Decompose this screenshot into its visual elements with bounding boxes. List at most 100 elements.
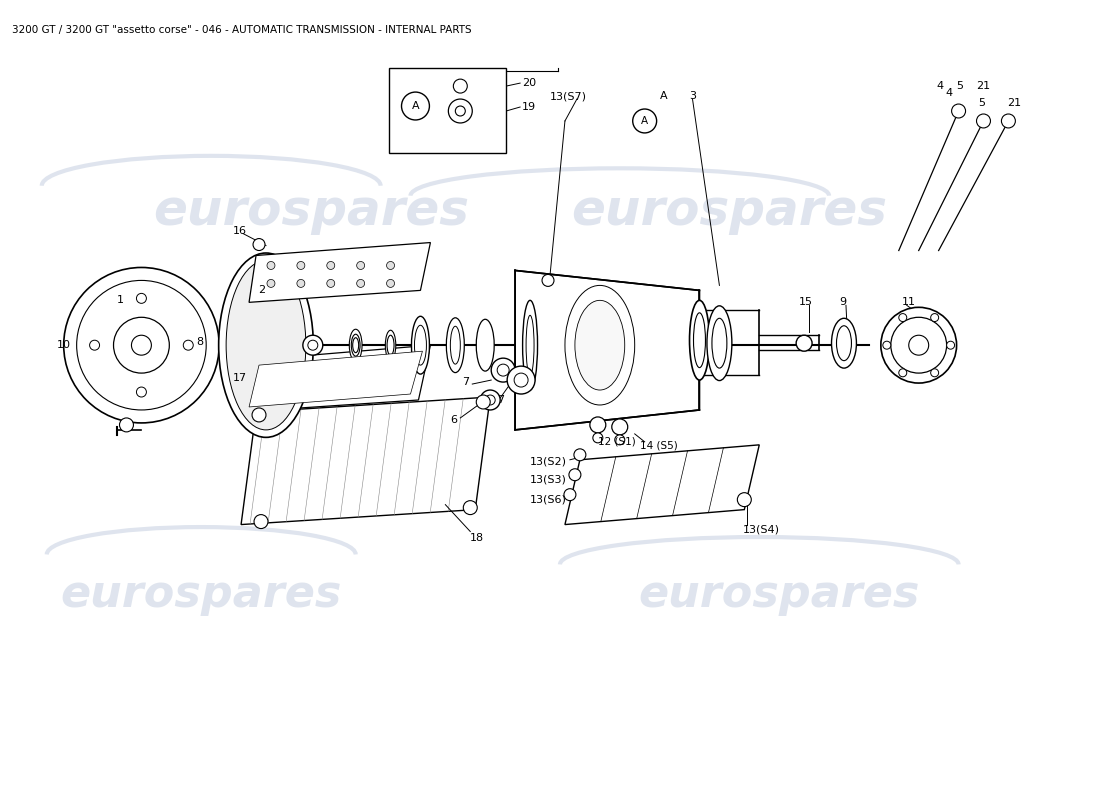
Ellipse shape xyxy=(447,318,464,373)
Circle shape xyxy=(253,238,265,250)
Ellipse shape xyxy=(411,316,429,374)
Circle shape xyxy=(356,262,364,270)
Text: 5: 5 xyxy=(957,81,964,91)
Circle shape xyxy=(569,469,581,481)
Circle shape xyxy=(1001,114,1015,128)
Circle shape xyxy=(267,262,275,270)
Circle shape xyxy=(89,340,100,350)
Polygon shape xyxy=(515,270,700,430)
Text: 9: 9 xyxy=(839,298,846,307)
Text: 13(S3): 13(S3) xyxy=(530,474,566,485)
Ellipse shape xyxy=(526,315,535,375)
Circle shape xyxy=(947,342,955,349)
Text: 6: 6 xyxy=(450,415,458,425)
Ellipse shape xyxy=(415,326,427,365)
Circle shape xyxy=(184,340,194,350)
Ellipse shape xyxy=(832,318,857,368)
Text: 13(S2): 13(S2) xyxy=(530,457,568,466)
Ellipse shape xyxy=(227,261,306,430)
Circle shape xyxy=(737,493,751,506)
Ellipse shape xyxy=(690,300,710,380)
Ellipse shape xyxy=(707,306,732,381)
Text: eurospares: eurospares xyxy=(571,186,888,234)
Text: 4: 4 xyxy=(945,88,953,98)
Ellipse shape xyxy=(693,313,705,368)
Circle shape xyxy=(254,514,268,529)
Circle shape xyxy=(302,335,322,355)
Text: 21: 21 xyxy=(1008,98,1022,108)
Text: 1: 1 xyxy=(117,295,123,306)
Text: 16: 16 xyxy=(233,226,248,235)
Circle shape xyxy=(881,307,957,383)
Circle shape xyxy=(564,489,576,501)
Circle shape xyxy=(132,335,152,355)
Circle shape xyxy=(574,449,586,461)
Circle shape xyxy=(899,314,906,322)
Circle shape xyxy=(77,281,206,410)
Circle shape xyxy=(386,279,395,287)
Circle shape xyxy=(463,501,477,514)
Text: 7: 7 xyxy=(497,395,504,405)
Circle shape xyxy=(308,340,318,350)
Ellipse shape xyxy=(385,330,396,360)
Text: 5: 5 xyxy=(978,98,984,108)
Text: 4: 4 xyxy=(937,81,944,91)
Circle shape xyxy=(891,318,947,373)
Circle shape xyxy=(356,279,364,287)
Text: A: A xyxy=(660,91,668,101)
Circle shape xyxy=(386,262,395,270)
Text: 13(S7): 13(S7) xyxy=(550,91,587,101)
Circle shape xyxy=(64,267,219,423)
Circle shape xyxy=(267,279,275,287)
Circle shape xyxy=(481,390,500,410)
Text: 14 (S5): 14 (S5) xyxy=(640,441,678,451)
Text: 10: 10 xyxy=(57,340,70,350)
Circle shape xyxy=(931,314,938,322)
Circle shape xyxy=(952,104,966,118)
Circle shape xyxy=(453,79,468,93)
Polygon shape xyxy=(249,351,422,407)
Text: 7: 7 xyxy=(462,377,470,387)
Polygon shape xyxy=(565,445,759,525)
Circle shape xyxy=(492,358,515,382)
Text: 17: 17 xyxy=(233,373,248,383)
Circle shape xyxy=(796,335,812,351)
Text: 21: 21 xyxy=(977,81,991,91)
Ellipse shape xyxy=(219,253,314,438)
Circle shape xyxy=(113,318,169,373)
Ellipse shape xyxy=(476,319,494,371)
Text: eurospares: eurospares xyxy=(153,186,469,234)
Text: A: A xyxy=(411,101,419,111)
Bar xyxy=(388,68,506,153)
Ellipse shape xyxy=(351,334,360,356)
Polygon shape xyxy=(241,345,430,412)
Text: eurospares: eurospares xyxy=(60,573,342,616)
Text: 3200 GT / 3200 GT "assetto corse" - 046 - AUTOMATIC TRANSMISSION - INTERNAL PART: 3200 GT / 3200 GT "assetto corse" - 046 … xyxy=(12,26,472,35)
Circle shape xyxy=(402,92,429,120)
Circle shape xyxy=(327,262,334,270)
Circle shape xyxy=(542,274,554,286)
Ellipse shape xyxy=(522,300,538,390)
Text: 8: 8 xyxy=(196,338,204,347)
Text: 2: 2 xyxy=(258,286,265,295)
Text: 15: 15 xyxy=(799,298,813,307)
Circle shape xyxy=(120,418,133,432)
Circle shape xyxy=(593,433,603,443)
Text: 3: 3 xyxy=(690,91,696,101)
Ellipse shape xyxy=(836,326,851,361)
Text: 13(S6): 13(S6) xyxy=(530,494,566,505)
Ellipse shape xyxy=(387,335,394,355)
Circle shape xyxy=(590,417,606,433)
Circle shape xyxy=(455,106,465,116)
Circle shape xyxy=(514,373,528,387)
Circle shape xyxy=(449,99,472,123)
Text: 18: 18 xyxy=(471,533,484,542)
Circle shape xyxy=(977,114,990,128)
Text: eurospares: eurospares xyxy=(638,573,920,616)
Text: 19: 19 xyxy=(522,102,536,112)
Text: A: A xyxy=(641,116,648,126)
Polygon shape xyxy=(241,397,491,525)
Circle shape xyxy=(136,294,146,303)
Circle shape xyxy=(476,395,491,409)
Ellipse shape xyxy=(450,326,460,364)
